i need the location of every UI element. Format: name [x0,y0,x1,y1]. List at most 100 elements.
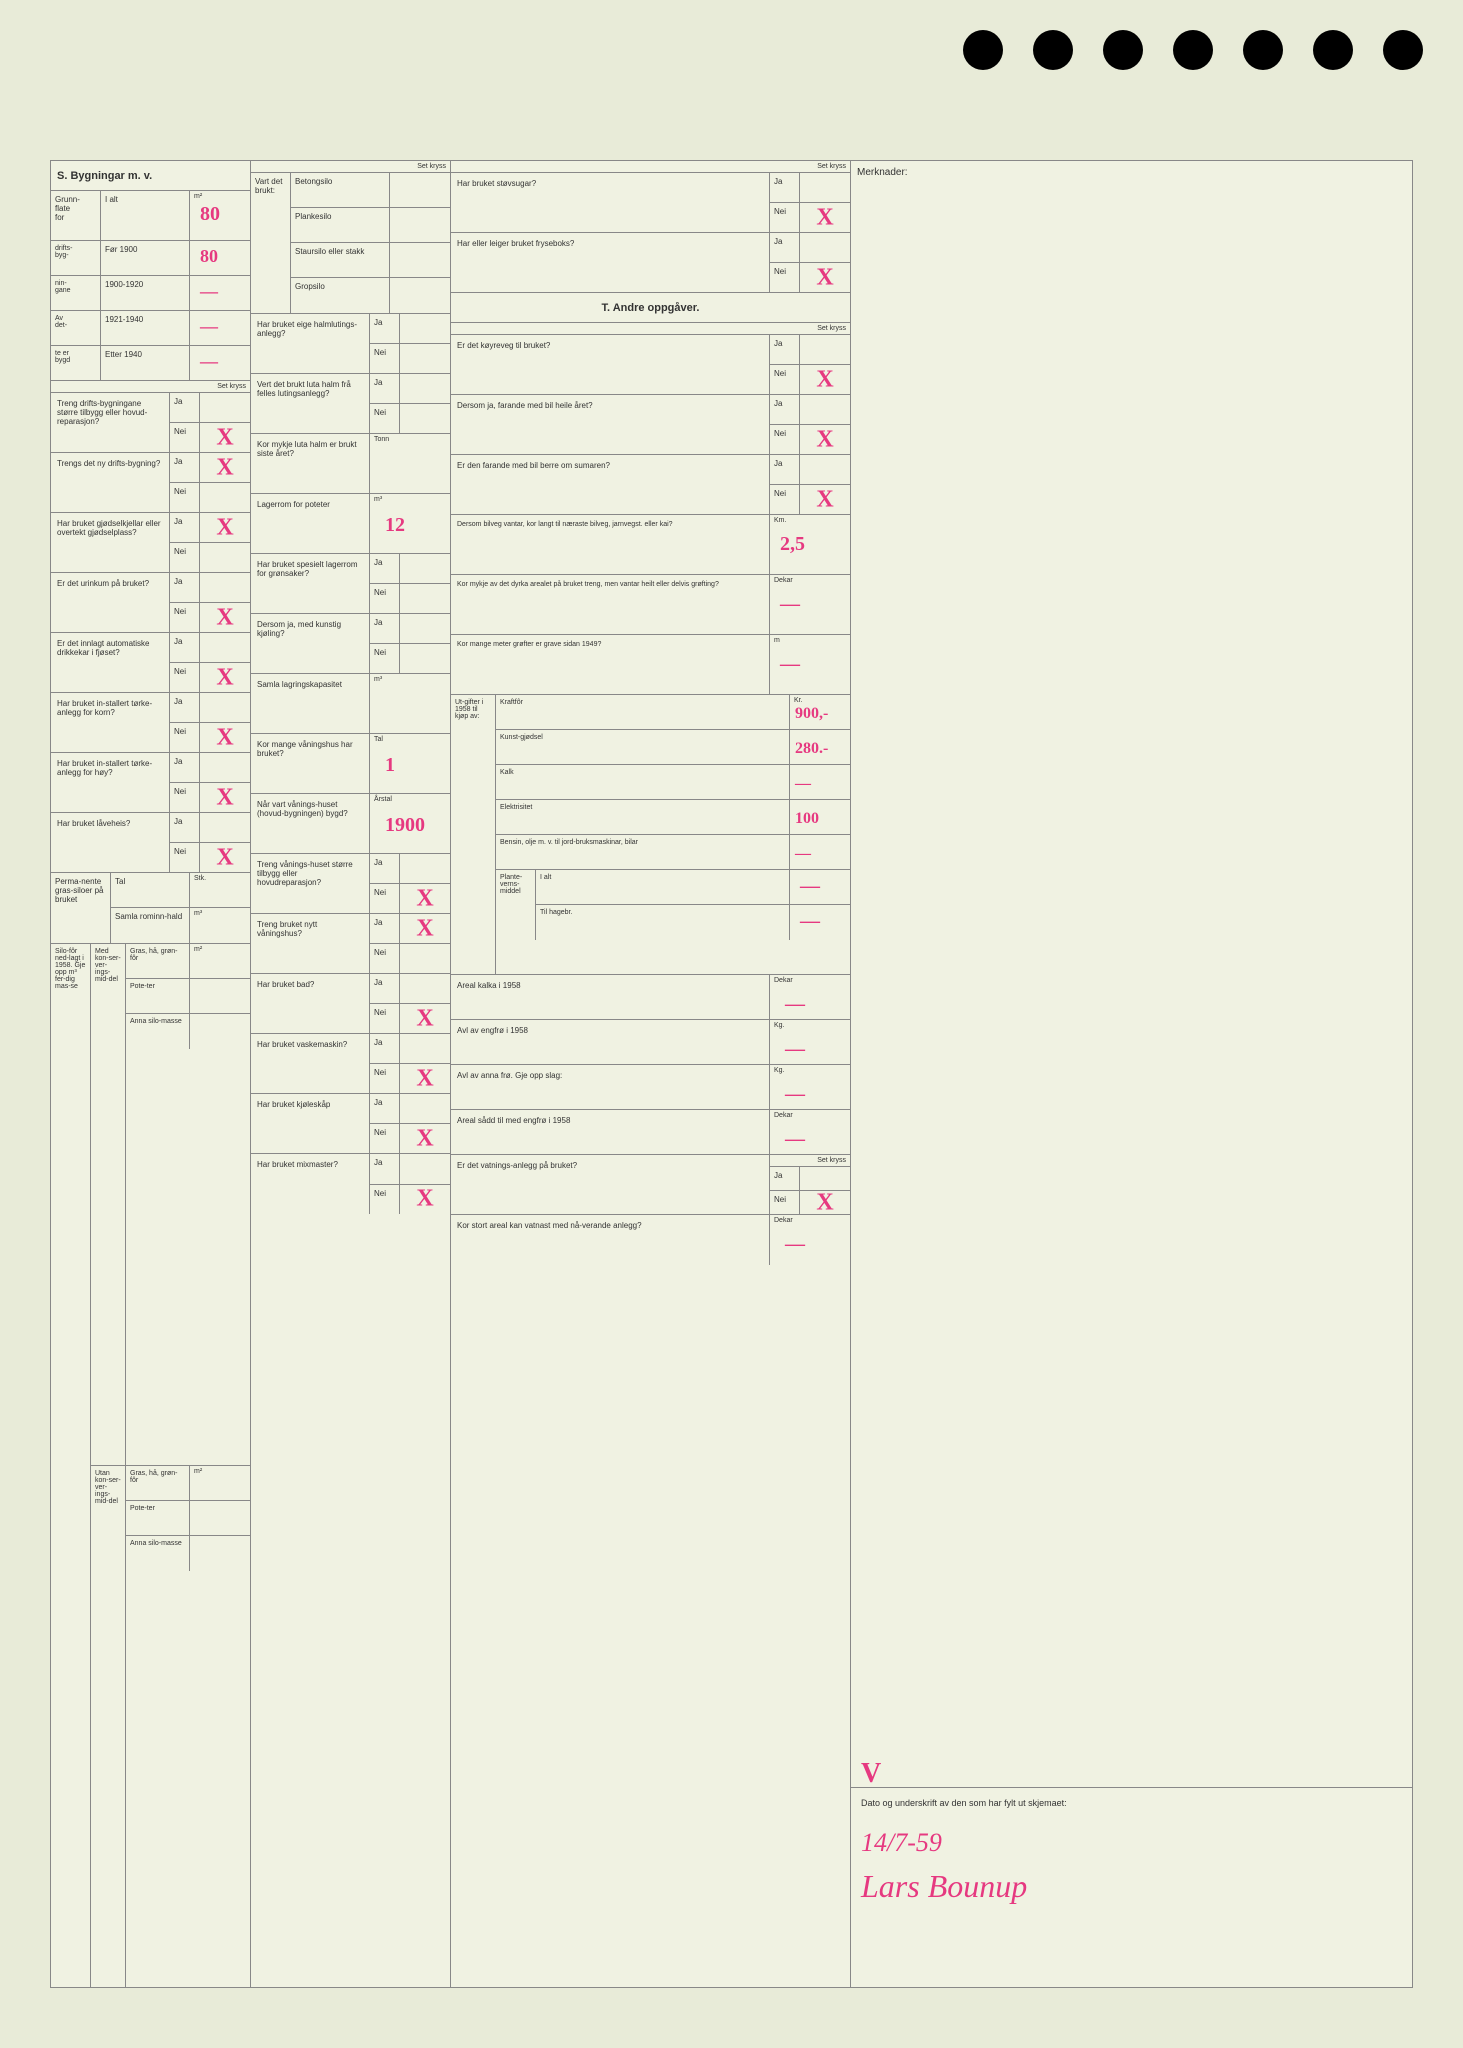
rominn-label: Samla rominn-hald [111,908,190,943]
question-text: Har bruket låveheis? [51,813,170,872]
ja-box [400,1034,450,1063]
ja-box [400,854,450,883]
perm-siloer-label: Perma-nente gras-siloer på bruket [51,873,111,943]
silo-val: m² [190,944,250,978]
nei-label: Nei [370,1064,400,1093]
silo-row: Gras, hå, grøn-fôr [126,944,190,978]
nei-box [400,644,450,673]
merknader-label: Merknader: [851,161,1412,184]
nei-box: X [400,1124,450,1153]
question-text: Har bruket støvsugar? [451,173,770,232]
question-text: Er det køyreveg til bruket? [451,335,770,394]
konserv-label: Utan kon-ser-ver-ings-mid-del [91,1466,126,1987]
av-dette: Avdet- [51,311,101,345]
question-text: Har bruket in-stallert tørke-anlegg for … [51,753,170,812]
ja-label: Ja [370,1034,400,1063]
v-mark: V [861,1758,881,1790]
question-text: Kor mykje av det dyrka arealet på bruket… [451,575,770,634]
question-text: Når vart vånings-huset (hovud-bygningen)… [251,794,370,853]
nei-box: X [400,1185,450,1215]
ja-box [400,314,450,343]
silo-type-box [390,278,450,313]
unit: m³ [374,676,382,683]
silo-type-box [390,243,450,277]
utgifter-label: Ut-gifter i 1958 til kjøp av: [451,695,496,974]
signature-area: V Dato og underskrift av den som har fyl… [851,1787,1412,1987]
nei-box: X [200,663,250,692]
question-text: Avl av engfrø i 1958 [451,1020,770,1064]
ja-label: Ja [370,974,400,1003]
ja-box [200,693,250,722]
nei-label: Nei [170,723,200,752]
unit: m³ [374,496,382,503]
ja-box [200,753,250,782]
date-value: 14/7-59 [861,1828,1402,1858]
question-text: Har bruket eige halmlutings-anlegg? [251,314,370,373]
question-text: Kor mange våningshus har bruket? [251,734,370,793]
set-kryss-4: Set kryss [451,323,850,335]
rominn-value: m³ [190,908,250,943]
silo-row: Pote-ter [126,979,190,1013]
date-label: Dato og underskrift av den som har fylt … [861,1798,1402,1808]
nei-label: Nei [370,1185,400,1215]
question-text: Areal sådd til med engfrø i 1958 [451,1110,770,1154]
ja-label: Ja [370,374,400,403]
signature: Lars Bounup [861,1868,1402,1905]
av-dette: nin-gane [51,276,101,310]
question-text: Har bruket gjødselkjellar eller overtekt… [51,513,170,572]
hole [1243,30,1283,70]
nei-box [400,944,450,973]
av-dette: drifts-byg- [51,241,101,275]
question-text: Har bruket spesielt lagerrom for grønsak… [251,554,370,613]
nei-label: Nei [370,1004,400,1033]
ja-box: X [200,513,250,542]
nei-box [400,584,450,613]
unit: Tal [374,736,383,743]
ja-label: Ja [170,573,200,602]
year-value: — [190,276,250,310]
question-text: Har bruket kjøleskåp [251,1094,370,1153]
year-value: — [190,311,250,345]
nei-box: X [400,1064,450,1093]
hole [1383,30,1423,70]
silo-val [190,1536,250,1571]
question-text: Lagerrom for poteter [251,494,370,553]
silofor-label: Silo-fôr ned-lagt i 1958. Gje opp m³ fer… [51,944,91,1987]
set-kryss-2: Set kryss [251,161,450,173]
question-text: Dersom bilveg vantar, kor langt til næra… [451,515,770,574]
year-label: Etter 1940 [101,346,190,380]
ja-box [400,554,450,583]
ja-box [400,1094,450,1123]
ja-box: X [200,453,250,482]
grunnflate-label: Grunn-flatefor [51,191,101,240]
question-text: Har bruket in-stallert tørke-anlegg for … [51,693,170,752]
ja-box [200,633,250,662]
ja-box [200,393,250,422]
year-value: 80 [190,241,250,275]
i-alt-value: m² 80 [190,191,250,240]
nei-box: X [200,843,250,872]
question-text: Er det innlagt automatiske drikkekar i f… [51,633,170,692]
silo-type: Betongsilo [291,173,390,207]
silo-type: Plankesilo [291,208,390,242]
question-text: Treng bruket nytt våningshus? [251,914,370,973]
ja-label: Ja [170,813,200,842]
nei-label: Nei [170,663,200,692]
konserv-label: Med kon-ser-ver-ings-mid-del [91,944,126,1465]
silo-row: Anna silo-masse [126,1536,190,1571]
hole [1313,30,1353,70]
ja-box: X [400,914,450,943]
nei-label: Nei [170,543,200,572]
question-text: Er det urinkum på bruket? [51,573,170,632]
silo-row: Anna silo-masse [126,1014,190,1049]
nei-box [200,543,250,572]
silo-val [190,979,250,1013]
punch-holes [963,30,1423,70]
year-label: 1921-1940 [101,311,190,345]
ja-label: Ja [370,554,400,583]
question-text: Treng drifts-bygningane større tilbygg e… [51,393,170,452]
silo-row: Gras, hå, grøn-fôr [126,1466,190,1500]
ja-box [400,374,450,403]
ja-label: Ja [370,314,400,343]
ja-label: Ja [170,453,200,482]
